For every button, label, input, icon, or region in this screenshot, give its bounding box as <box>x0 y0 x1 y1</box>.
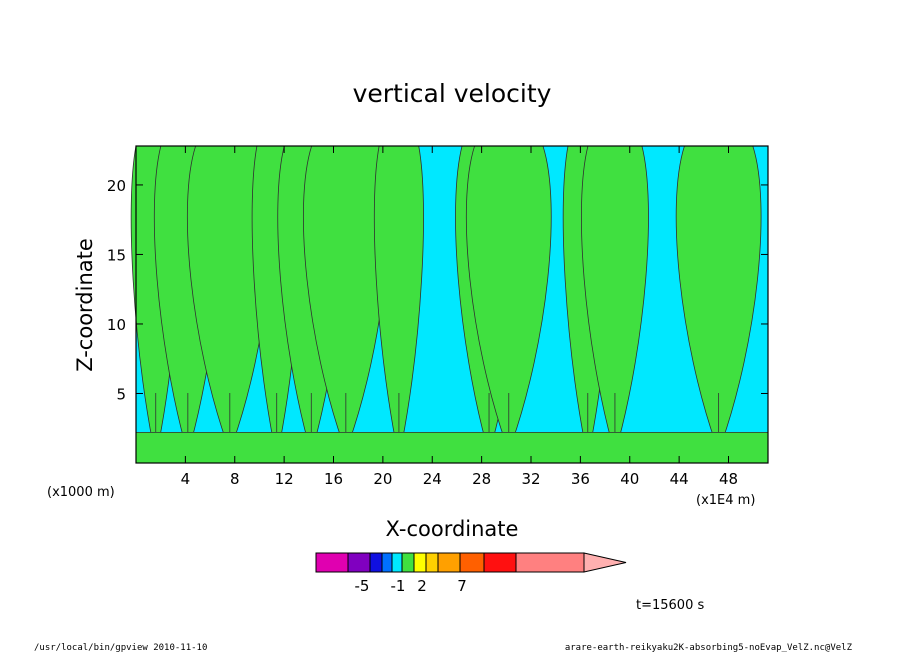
x-tick-label: 4 <box>181 470 191 488</box>
x-unit-left: (x1000 m) <box>47 485 115 500</box>
colorbar-swatch <box>347 552 371 573</box>
x-tick-label: 20 <box>373 470 392 488</box>
x-tick-label: 16 <box>324 470 343 488</box>
x-tick-label: 12 <box>275 470 294 488</box>
y-tick-label: 10 <box>107 316 126 334</box>
footer-right: arare-earth-reikyaku2K-absorbing5-noEvap… <box>565 643 853 653</box>
colorbar-swatch <box>459 552 485 573</box>
plot-frame <box>135 145 769 464</box>
colorbar-swatch <box>391 552 403 573</box>
y-axis-label: Z-coordinate <box>73 238 97 372</box>
colorbar-label: 2 <box>417 577 427 595</box>
colorbar-arrow <box>583 552 627 573</box>
x-tick-label: 24 <box>423 470 442 488</box>
colorbar-labels: -5 -1 2 7 <box>355 577 467 595</box>
x-tick-label: 40 <box>620 470 639 488</box>
colorbar-swatch <box>315 552 349 573</box>
x-axis-label: X-coordinate <box>386 517 519 541</box>
chart-title: vertical velocity <box>353 79 552 108</box>
x-unit-right: (x1E4 m) <box>696 493 755 508</box>
y-tick-label: 20 <box>107 177 126 195</box>
colorbar-label: 7 <box>457 577 467 595</box>
x-tick-label: 36 <box>571 470 590 488</box>
colorbar-swatch <box>483 552 517 573</box>
colorbar-label: -1 <box>391 577 406 595</box>
colorbar-swatch <box>381 552 393 573</box>
time-label: t=15600 s <box>636 598 704 613</box>
plume-layer <box>130 145 762 451</box>
x-tick-label: 44 <box>670 470 689 488</box>
footer-left: /usr/local/bin/gpview 2010-11-10 <box>34 643 207 653</box>
boundary-layer-band <box>136 432 768 463</box>
colorbar-swatch <box>515 552 585 573</box>
colorbar-swatch <box>401 552 415 573</box>
colorbar-swatch <box>437 552 461 573</box>
x-tick-label: 8 <box>230 470 240 488</box>
y-axis-ticks: 5 10 15 20 <box>107 177 768 403</box>
colorbar-swatch <box>413 552 427 573</box>
x-tick-label: 48 <box>719 470 738 488</box>
colorbar-swatch <box>425 552 439 573</box>
surface-band <box>136 432 768 463</box>
x-tick-label: 28 <box>472 470 491 488</box>
x-axis-ticks: 4 8 12 16 20 24 28 32 36 40 44 48 <box>181 146 738 488</box>
y-tick-label: 5 <box>116 385 126 403</box>
y-tick-label: 15 <box>107 246 126 264</box>
colorbar-label: -5 <box>355 577 370 595</box>
x-tick-label: 32 <box>521 470 540 488</box>
colorbar <box>315 552 627 573</box>
colorbar-swatch <box>369 552 383 573</box>
